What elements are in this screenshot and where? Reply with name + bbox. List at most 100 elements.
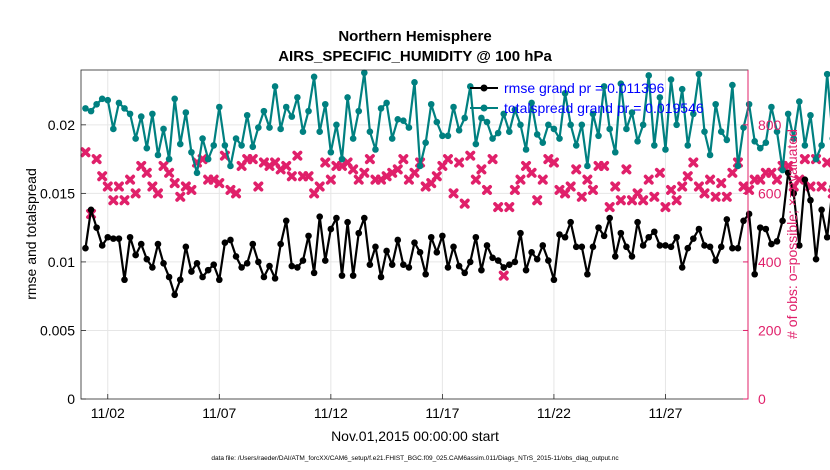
totalspread-point [556,135,563,142]
totalspread-point [137,113,145,120]
obs-count-marker-stroke [705,174,716,185]
obs-count-marker-stroke [576,191,587,202]
legend-totalspread-marker [480,104,488,112]
totalspread-point [628,109,636,116]
obs-count-marker [141,167,152,178]
totalspread-point [678,85,686,93]
rmse-point [277,240,284,248]
obs-count-marker-stroke [771,174,783,185]
rmse-point [578,243,586,251]
obs-count-marker [392,164,403,175]
rmse-point [305,232,312,240]
totalspread-point [82,105,89,112]
obs-count-marker-stroke [654,167,665,178]
totalspread-point [149,110,156,118]
rmse-point [756,224,764,231]
rmse-point [595,224,602,231]
obs-count-marker-stroke [498,270,509,281]
obs-count-marker [571,164,582,175]
obs-count-marker [130,188,141,199]
totalspread-point [790,135,798,142]
obs-count-marker [822,157,830,168]
obs-count-marker-stroke [364,154,375,165]
rmse-point [199,273,206,281]
obs-count-marker [108,195,119,206]
rmse-point [545,257,552,264]
rmse-point [299,257,307,264]
totalspread-point [288,113,296,120]
totalspread-point [143,144,151,152]
obs-count-marker-stroke [621,164,632,175]
rmse-point [87,206,95,214]
obs-count-marker [666,184,677,195]
rmse-point [361,214,368,222]
totalspread-point [98,95,106,103]
totalspread-point [355,107,363,115]
legend: rmse grand pr = 0.011396 totalspread gra… [470,80,704,116]
obs-count-marker-stroke [470,174,481,185]
obs-count-marker-stroke [666,184,677,195]
totalspread-point [706,151,714,159]
rmse-point [82,244,89,252]
rmse-point [584,270,591,278]
obs-count-marker-stroke [822,157,830,168]
obs-count-marker-stroke [108,195,119,206]
totalspread-point [327,148,335,156]
totalspread-point [796,98,803,105]
rmse-point [589,243,597,251]
obs-count-marker-stroke [314,181,325,192]
obs-count-marker [604,202,615,213]
totalspread-point [199,135,206,142]
totalspread-point [550,125,558,133]
obs-count-marker [409,167,420,178]
totalspread-point [567,121,574,129]
rmse-point [784,169,792,177]
obs-count-marker-stroke [214,178,225,189]
totalspread-point [361,69,368,77]
obs-count-marker [621,164,632,175]
obs-count-marker [364,154,375,165]
totalspread-point [572,142,580,149]
rmse-point [656,242,664,249]
rmse-point [662,242,669,249]
obs-count-marker-stroke [476,164,487,175]
totalspread-point [243,111,251,119]
rmse-point [266,262,273,270]
rmse-point [372,243,379,251]
rmse-point [768,240,775,248]
obs-count-marker-stroke [599,160,610,171]
obs-count-marker-stroke [671,195,682,206]
obs-count-marker [660,202,671,213]
totalspread-point [656,94,664,101]
obs-count-marker-stroke [716,178,727,189]
obs-count-marker-stroke [286,171,297,182]
rmse-point [160,259,167,267]
totalspread-point [506,128,513,135]
obs-count-marker-stroke [164,167,175,178]
totalspread-point [762,139,770,146]
rmse-point [176,276,184,284]
obs-count-marker-stroke [197,154,208,165]
totalspread-point [388,135,396,142]
totalspread-point [690,110,697,118]
totalspread-point [176,140,184,148]
obs-count-marker [610,181,621,192]
rmse-point [310,269,318,277]
obs-count-marker [359,167,370,178]
totalspread-point [779,166,786,174]
totalspread-point [411,79,418,86]
obs-count-marker-stroke [532,195,543,206]
rmse-point [288,262,296,270]
x-axis-label: Nov.01,2015 00:00:00 start [331,428,499,444]
y-right-tick-label: 200 [758,322,782,338]
totalspread-point [539,139,547,146]
rmse-point [216,276,223,284]
obs-count-marker [175,191,186,202]
rmse-point [422,270,429,278]
obs-count-marker [454,157,465,168]
totalspread-point [611,148,619,156]
totalspread-point [366,128,374,135]
totalspread-point [294,94,301,101]
totalspread-point [801,142,809,149]
